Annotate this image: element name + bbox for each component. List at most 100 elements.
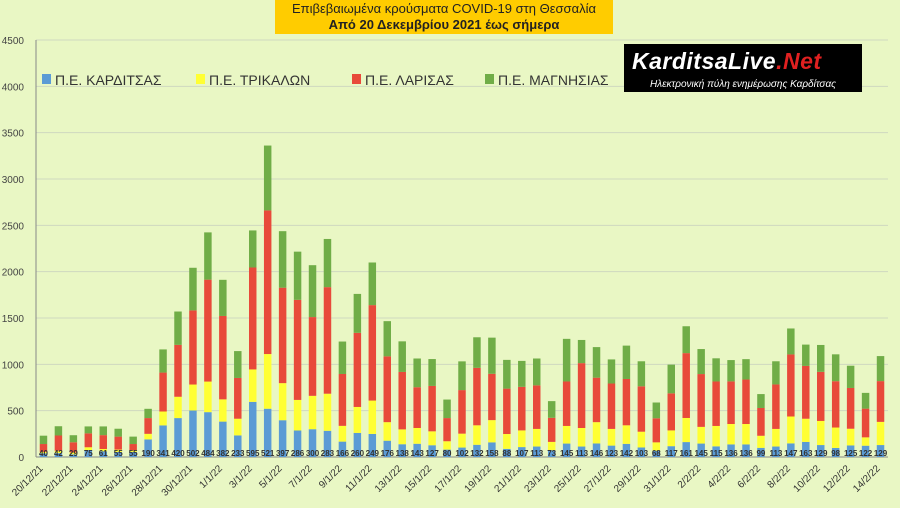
bar-segment xyxy=(622,378,631,426)
bar-segment xyxy=(353,406,362,433)
bar-segment xyxy=(398,429,406,445)
bar-segment xyxy=(234,418,242,436)
bar-segment xyxy=(667,446,675,457)
bar-segment xyxy=(533,385,541,429)
bar-segment xyxy=(802,365,810,419)
data-label: 176 xyxy=(381,449,395,458)
data-labels: 40 42 29 75 61 55 55 190 341 420 502 484 382 233 595 52… xyxy=(39,449,888,458)
bar-segment xyxy=(622,425,631,444)
bar-segment xyxy=(846,365,855,388)
x-tick-label: 28/12/21 xyxy=(130,463,166,499)
bar-segment xyxy=(458,361,466,391)
data-label: 103 xyxy=(635,449,649,458)
bar-segment xyxy=(622,345,631,379)
data-label: 125 xyxy=(844,449,858,458)
bar-segment xyxy=(189,410,197,457)
bar-segment xyxy=(54,450,63,454)
bar-segment xyxy=(473,367,481,426)
bar-segment xyxy=(458,433,466,448)
bar-segment xyxy=(129,436,137,445)
x-tick-label: 23/1/22 xyxy=(522,463,554,495)
bar-segment xyxy=(503,388,511,435)
bar-segment xyxy=(338,441,347,457)
bar-segment xyxy=(861,445,870,457)
bar-segment xyxy=(219,399,227,422)
bar-segment xyxy=(114,436,122,450)
x-tick-label: 26/12/21 xyxy=(100,463,136,499)
bar-segment xyxy=(234,351,242,378)
bar-segment xyxy=(383,440,391,457)
bar-segment xyxy=(443,399,451,419)
bar-segment xyxy=(876,445,885,457)
bar-segment xyxy=(159,349,167,373)
bar-segment xyxy=(637,361,646,387)
data-label: 40 xyxy=(39,449,48,458)
data-label: 102 xyxy=(455,449,469,458)
bar-segment xyxy=(652,450,661,457)
bar-segment xyxy=(802,418,810,442)
data-label: 397 xyxy=(276,449,290,458)
bar-segment xyxy=(876,356,885,382)
bar-segment xyxy=(144,408,152,419)
bar-segment xyxy=(682,442,690,457)
bar-segment xyxy=(802,344,810,366)
bar-segment xyxy=(757,407,765,436)
bar-segment xyxy=(772,361,780,385)
bar-segment xyxy=(84,447,93,451)
legend: Π.Ε. ΚΑΡΔΙΤΣΑΣ Π.Ε. ΤΡΙΚΑΛΩΝ Π.Ε. ΛΑΡΙΣΑΣ Π… xyxy=(42,72,609,88)
x-tick-label: 11/1/22 xyxy=(344,463,375,494)
bar-segment xyxy=(712,446,720,457)
bar-segment xyxy=(174,311,182,345)
bar-segment xyxy=(144,418,152,434)
x-tick-label: 21/1/22 xyxy=(493,463,525,495)
bar-segment xyxy=(308,265,317,318)
bar-segment xyxy=(383,321,391,357)
data-label: 80 xyxy=(443,449,452,458)
bar-segment xyxy=(99,426,107,436)
bar-segment xyxy=(69,442,78,453)
bar-segment xyxy=(503,434,511,449)
x-tick-label: 8/2/22 xyxy=(766,463,794,491)
bar-segment xyxy=(533,358,541,386)
bar-segment xyxy=(293,399,302,431)
bar-segment xyxy=(189,310,197,385)
bar-segment xyxy=(428,385,436,432)
legend-label: Π.Ε. ΜΑΓΝΗΣΙΑΣ xyxy=(498,72,609,88)
data-label: 122 xyxy=(859,449,873,458)
bar-segment xyxy=(831,427,840,448)
chart-title: Επιβεβαιωμένα κρούσματα COVID-19 στη Θεσ… xyxy=(291,1,597,16)
data-label: 143 xyxy=(410,449,424,458)
y-tick-label: 1000 xyxy=(2,360,25,371)
bar-segment xyxy=(443,418,451,442)
data-label: 484 xyxy=(201,449,215,458)
data-label: 98 xyxy=(831,449,840,458)
bar-segment xyxy=(323,238,332,288)
data-label: 113 xyxy=(530,449,543,458)
bar-segment xyxy=(99,449,107,452)
bar-segment xyxy=(562,338,571,382)
bar-segment xyxy=(428,431,436,446)
bars xyxy=(39,145,885,457)
bar-segment xyxy=(637,386,646,432)
data-label: 138 xyxy=(396,449,410,458)
bar-segment xyxy=(428,445,436,457)
bar-segment xyxy=(831,381,840,428)
bar-segment xyxy=(846,387,855,429)
bar-segment xyxy=(727,381,735,425)
bar-segment xyxy=(368,433,377,457)
data-label: 300 xyxy=(306,449,320,458)
data-label: 502 xyxy=(186,449,200,458)
legend-swatch xyxy=(42,74,51,84)
y-tick-label: 4500 xyxy=(2,36,25,47)
bar-segment xyxy=(577,446,586,457)
data-label: 190 xyxy=(141,449,155,458)
karditsalive-logo[interactable]: KarditsaLive.Net Ηλεκτρονική πύλη ενημέρ… xyxy=(624,44,862,92)
bar-segment xyxy=(652,402,661,419)
x-tick-label: 30/12/21 xyxy=(160,463,196,499)
bar-segment xyxy=(368,305,377,401)
logo-name-main: KarditsaLive xyxy=(632,48,777,74)
bar-segment xyxy=(69,435,78,443)
bar-segment xyxy=(667,430,675,447)
data-label: 75 xyxy=(84,449,93,458)
